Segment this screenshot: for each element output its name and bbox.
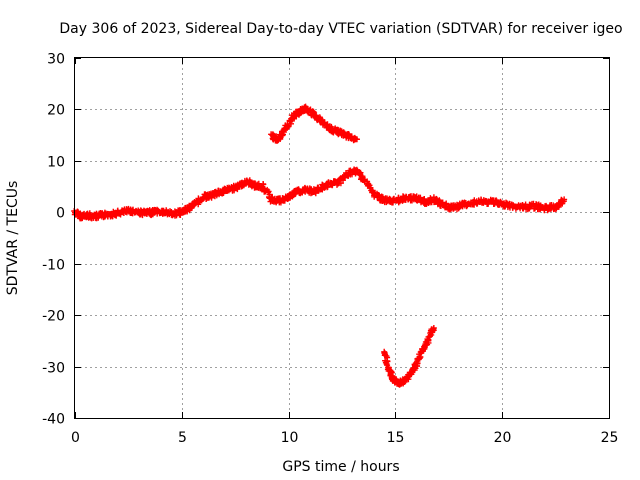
y-tick-label: 20 <box>47 103 65 119</box>
data-marks <box>71 103 568 388</box>
x-tick-label: 20 <box>494 430 512 446</box>
x-tick-label: 0 <box>71 430 80 446</box>
grid <box>75 58 609 418</box>
data-point <box>229 187 236 193</box>
y-tick-label: 10 <box>47 155 65 171</box>
series-main <box>71 166 568 222</box>
x-tick-label: 15 <box>387 430 405 446</box>
y-tick-label: -30 <box>42 361 65 377</box>
data-point <box>416 354 423 360</box>
x-tick-label: 10 <box>281 430 299 446</box>
data-point <box>561 196 568 203</box>
y-axis-label: SDTVAR / TECUs <box>5 181 21 296</box>
series-arc <box>268 103 360 144</box>
x-axis-label: GPS time / hours <box>282 459 399 475</box>
data-point <box>281 197 288 203</box>
y-tick-label: -10 <box>42 258 65 274</box>
chart-title: Day 306 of 2023, Sidereal Day-to-day VTE… <box>59 21 622 37</box>
series-dip <box>381 325 437 388</box>
y-tick-label: 30 <box>47 52 65 68</box>
tick-labels: 0 5 10 15 20 25 -40 -30 -20 -10 0 10 20 30 <box>42 52 618 447</box>
data-point <box>268 194 275 201</box>
data-point <box>430 325 437 331</box>
y-tick-label: -40 <box>42 412 65 428</box>
x-tick-label: 5 <box>178 430 187 446</box>
plot-frame <box>74 57 610 419</box>
y-tick-label: -20 <box>42 309 65 325</box>
data-point <box>370 189 377 196</box>
data-point <box>335 180 342 187</box>
y-tick-label: 0 <box>56 206 65 222</box>
data-point <box>353 136 360 143</box>
data-point <box>345 131 352 137</box>
x-tick-label: 25 <box>601 430 619 446</box>
axis-ticks <box>75 58 610 419</box>
